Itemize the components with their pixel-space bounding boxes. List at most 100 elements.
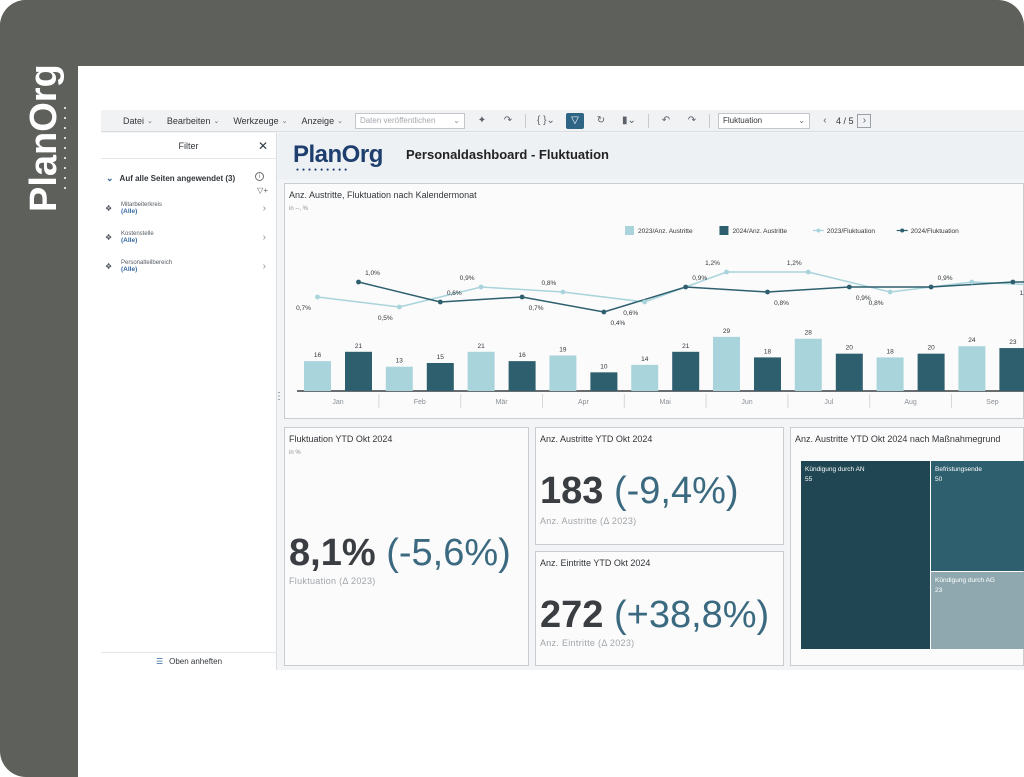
x-tick-label-Mai: Mai xyxy=(660,399,672,406)
filter-item-value: (Alle) xyxy=(121,266,138,273)
kpi-value: 272 xyxy=(540,594,604,636)
filter-item-kostenstelle[interactable]: ❖ Kostenstelle (Alle) › xyxy=(101,228,276,257)
legend-label: 2023/Anz. Austritte xyxy=(638,228,693,235)
filter-item-value: (Alle) xyxy=(121,237,138,244)
treemap-cell-label: Kündigung durch AN xyxy=(805,466,865,473)
kpi-title: Fluktuation YTD Okt 2024 xyxy=(289,434,393,444)
treemap-cell-value: 55 xyxy=(805,476,813,483)
kpi-subtitle: in % xyxy=(289,450,301,456)
x-tick-label-Apr: Apr xyxy=(578,399,590,406)
treemap-cell-kuendigung-ag[interactable]: Kündigung durch AG 23 xyxy=(931,572,1024,649)
x-tick-label-Mär: Mär xyxy=(496,399,509,406)
monthly-chart: 2023/Anz. Austritte 2024/Anz. Austritte 20… xyxy=(296,226,1024,408)
kpi-label: Anz. Eintritte (Δ 2023) xyxy=(540,638,635,648)
next-page-icon[interactable]: › xyxy=(857,113,872,128)
pin-icon[interactable]: ✦ xyxy=(477,115,487,126)
menu-label: Anzeige xyxy=(301,115,335,126)
menu-label: Bearbeiten xyxy=(166,115,211,126)
formula-icon[interactable]: { }⌄ xyxy=(537,115,555,126)
bar-label-2023-Apr: 19 xyxy=(559,347,567,354)
add-filter-icon[interactable]: ▽+ xyxy=(257,186,268,195)
bar-2023-Jul xyxy=(794,338,822,391)
line-2024-fluktuation xyxy=(358,281,1024,313)
bar-2024-Sep xyxy=(999,348,1024,391)
bar-2023-Jan xyxy=(304,361,331,391)
kpi-fluktuation-card[interactable]: Fluktuation YTD Okt 2024 in % 8,1% (-5,6… xyxy=(284,427,529,666)
bar-2023-Sep xyxy=(958,346,986,391)
chevron-down-icon: ⌄ xyxy=(281,117,288,125)
filter-item-mitarbeiterkreis[interactable]: ❖ Mitarbeiterkreis (Alle) › xyxy=(101,199,276,228)
info-icon[interactable]: i xyxy=(255,172,264,181)
treemap-cell-label: Befristungsende xyxy=(935,466,982,473)
filter-panel-header: Filter ✕ xyxy=(101,133,276,159)
menu-anzeige[interactable]: Anzeige ⌄ xyxy=(302,116,343,126)
chevron-down-icon: ⌄ xyxy=(453,116,460,125)
kpi-delta: (-9,4%) xyxy=(613,470,739,512)
treemap-cell-kuendigung-an[interactable]: Kündigung durch AN 55 xyxy=(801,461,930,649)
chart-subtitle: in --, % xyxy=(289,206,309,212)
line-label-2024-Mär: 0,7% xyxy=(529,305,544,312)
page-select[interactable]: Fluktuation ⌄ xyxy=(717,112,810,129)
treemap-cell-value: 50 xyxy=(935,476,943,483)
kpi-value: 8,1% xyxy=(289,532,376,574)
story-logo-dots: ●●●●●●●●● xyxy=(296,167,351,173)
line-label-2024-Aug: 0,9% xyxy=(938,275,953,282)
treemap-cell-value: 23 xyxy=(935,587,943,594)
analytics-app-window: Datei ⌄ Bearbeiten ⌄ Werkzeuge ⌄ Anzeige ⌄ D… xyxy=(101,110,1024,670)
story-title: Personaldashboard - Fluktuation xyxy=(406,147,609,162)
export-icon[interactable]: ↷ xyxy=(503,115,513,126)
panel-resize-handle[interactable]: ⋮ xyxy=(274,391,284,402)
x-tick-label-Jan: Jan xyxy=(332,399,343,406)
filter-item-personalteilbereich[interactable]: ❖ Personalteilbereich (Alle) › xyxy=(101,257,276,286)
point-2023-Feb xyxy=(396,304,402,310)
legend-marker xyxy=(816,228,821,233)
bar-2024-Apr xyxy=(590,372,618,391)
pin-to-top-button[interactable]: ☰ Oben anheften xyxy=(101,652,277,670)
line-label-2023-Jan: 0,7% xyxy=(296,305,311,312)
point-2023-Sep xyxy=(969,279,975,285)
kpi-value-row: 8,1% (-5,6%) xyxy=(289,532,511,575)
kpi-eintritte-card[interactable]: Anz. Eintritte YTD Okt 2024 272 (+38,8%)… xyxy=(535,551,784,666)
filter-group-toggle[interactable]: ⌄ Auf alle Seiten angewendet (3) i xyxy=(101,159,276,184)
menu-bearbeiten[interactable]: Bearbeiten ⌄ xyxy=(167,116,219,126)
dimension-icon: ❖ xyxy=(105,233,113,242)
pin-filter-icon: ☰ xyxy=(155,657,164,666)
menu-datei[interactable]: Datei ⌄ xyxy=(123,116,153,126)
treemap-cell-befristungsende[interactable]: Befristungsende 50 xyxy=(931,461,1024,571)
previous-page-icon[interactable]: ‹ xyxy=(823,115,827,126)
bar-2023-Feb xyxy=(385,366,413,391)
kpi-value: 183 xyxy=(540,470,604,512)
filter-icon[interactable]: ▽ xyxy=(565,112,584,129)
bookmark-icon[interactable]: ▮⌄ xyxy=(622,115,636,126)
line-label-2024-Mai: 0,9% xyxy=(692,275,707,282)
filter-panel-title: Filter xyxy=(178,140,199,151)
point-2024-Feb xyxy=(437,299,443,305)
chevron-right-icon: › xyxy=(262,232,266,243)
bar-2024-Jul xyxy=(835,353,863,391)
point-2023-Jun xyxy=(724,269,729,275)
filter-item-value: (Alle) xyxy=(121,208,138,215)
bar-label-2024-Jul: 20 xyxy=(846,345,854,352)
close-icon[interactable]: ✕ xyxy=(257,139,268,153)
x-tick-label-Jun: Jun xyxy=(741,399,752,406)
vertical-brand-dots xyxy=(64,107,66,189)
bar-2024-Mai xyxy=(672,351,700,391)
line-label-2023-Apr: 0,8% xyxy=(541,280,556,287)
kpi-value-row: 183 (-9,4%) xyxy=(540,470,739,513)
refresh-icon[interactable]: ↻ xyxy=(596,115,606,126)
treemap-title: Anz. Austritte YTD Okt 2024 nach Maßnahm… xyxy=(795,434,1001,444)
bar-label-2023-Jan: 16 xyxy=(314,352,322,359)
story-header: PlanOrg ●●●●●●●●● Personaldashboard - Fl… xyxy=(278,133,1024,179)
point-2024-Jan xyxy=(356,279,361,285)
monthly-chart-card[interactable]: Anz. Austritte, Fluktuation nach Kalende… xyxy=(284,183,1024,419)
undo-icon[interactable]: ↶ xyxy=(661,115,671,126)
bar-2024-Aug xyxy=(917,353,945,391)
publish-data-label: Daten veröffentlichen xyxy=(359,116,436,125)
bar-2023-Jun xyxy=(713,336,740,391)
redo-icon[interactable]: ↷ xyxy=(687,115,697,126)
menu-werkzeuge[interactable]: Werkzeuge ⌄ xyxy=(233,116,287,126)
publish-data-button[interactable]: Daten veröffentlichen ⌄ xyxy=(354,112,465,129)
menu-label: Datei xyxy=(123,115,145,126)
kpi-austritte-card[interactable]: Anz. Austritte YTD Okt 2024 183 (-9,4%) … xyxy=(535,427,784,545)
treemap-card[interactable]: Anz. Austritte YTD Okt 2024 nach Maßnahm… xyxy=(790,427,1024,666)
